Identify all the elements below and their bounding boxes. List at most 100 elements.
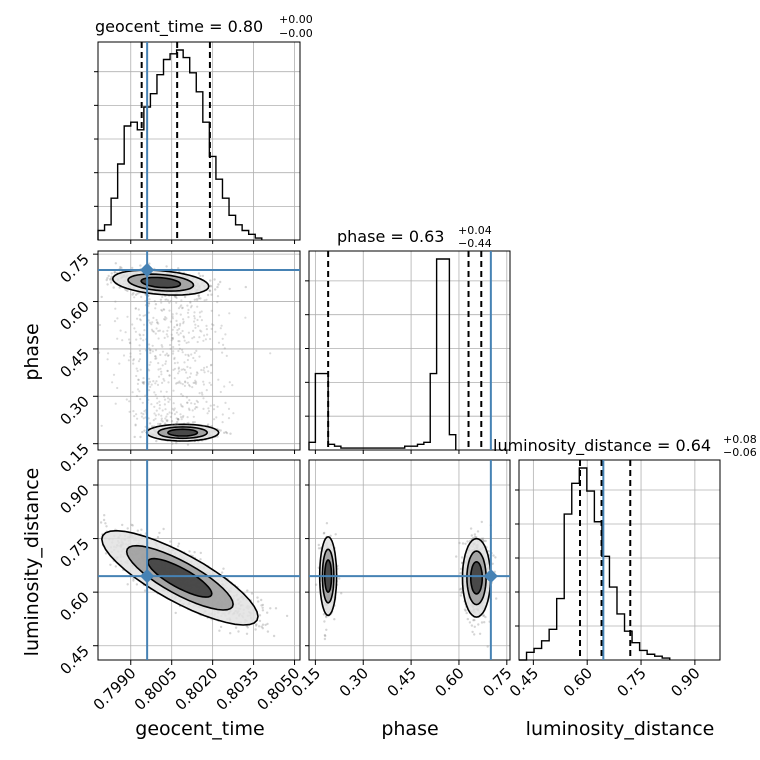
sample-point	[495, 597, 498, 600]
sample-point	[106, 283, 109, 286]
sample-point	[191, 409, 194, 412]
sample-point	[200, 368, 203, 372]
sample-point	[163, 336, 166, 339]
sample-point	[193, 336, 196, 339]
sample-point	[196, 305, 199, 308]
sample-point	[182, 414, 185, 418]
sample-point	[170, 420, 174, 423]
sample-point	[126, 289, 129, 293]
sample-point	[144, 394, 147, 397]
sample-point	[210, 309, 213, 312]
sample-point	[139, 368, 142, 371]
sample-point	[149, 361, 152, 364]
sample-point	[176, 329, 179, 332]
sample-point	[468, 621, 472, 624]
sample-point	[156, 383, 160, 386]
sample-point	[155, 357, 158, 360]
sample-point	[118, 286, 121, 289]
sample-point	[122, 354, 126, 357]
sample-point	[140, 412, 143, 415]
sample-point	[162, 377, 165, 381]
sample-point	[140, 415, 144, 418]
sample-point	[172, 402, 175, 405]
sample-point	[175, 417, 178, 420]
sample-point	[155, 318, 158, 322]
sample-point	[258, 614, 262, 617]
sample-point	[314, 583, 318, 586]
sample-point	[128, 341, 131, 344]
sample-point	[176, 323, 179, 326]
sample-point	[131, 266, 134, 270]
sample-point	[210, 383, 213, 386]
sample-point	[180, 368, 183, 371]
sample-point	[156, 402, 159, 405]
sample-point	[209, 285, 213, 288]
sample-point	[325, 615, 328, 619]
sample-point	[133, 327, 136, 330]
truth-marker-geocent_time-luminosity_distance	[140, 569, 155, 584]
sample-point	[169, 415, 172, 418]
sample-point	[120, 266, 123, 270]
sample-point	[464, 542, 467, 545]
sample-point	[154, 332, 157, 335]
sample-point	[174, 423, 177, 426]
sample-point	[210, 363, 213, 366]
sample-point	[171, 407, 174, 410]
sample-point	[260, 598, 263, 602]
sample-point	[162, 308, 165, 311]
sample-point	[214, 330, 217, 333]
sample-point	[189, 306, 193, 309]
sample-point	[210, 371, 213, 374]
sample-point	[114, 565, 118, 568]
sample-point	[178, 327, 181, 330]
sample-point	[164, 417, 167, 420]
sample-point	[171, 336, 175, 340]
sample-point	[219, 280, 222, 284]
sample-point	[116, 317, 119, 320]
sample-point	[137, 308, 140, 311]
sample-point	[113, 271, 116, 274]
sample-point	[139, 318, 142, 321]
xtick-label-luminosity_distance-3: 0.90	[667, 664, 703, 700]
sample-point	[182, 318, 185, 321]
sample-point	[476, 530, 480, 533]
sample-point	[135, 367, 138, 370]
sample-point	[203, 371, 206, 374]
sample-point	[460, 567, 463, 571]
sample-point	[153, 405, 156, 408]
sample-point	[142, 339, 145, 342]
sample-point	[175, 295, 178, 299]
sample-point	[210, 323, 214, 326]
sample-point	[232, 412, 235, 415]
sample-point	[132, 358, 135, 361]
xlabel-geocent-time: geocent_time	[135, 718, 264, 740]
sample-point	[202, 383, 205, 386]
sample-point	[197, 297, 200, 300]
sample-point	[193, 407, 197, 410]
sample-point	[181, 307, 184, 310]
sample-point	[191, 421, 195, 424]
sample-point	[133, 435, 136, 439]
sample-point	[138, 314, 141, 317]
sample-point	[182, 336, 186, 339]
sample-point	[323, 620, 326, 623]
sample-point	[261, 606, 264, 609]
sample-point	[217, 341, 221, 344]
sample-point	[261, 623, 265, 626]
sample-point	[159, 390, 163, 393]
title-phase-plus: +0.04	[458, 224, 492, 237]
sample-point	[216, 301, 219, 304]
sample-point	[125, 398, 128, 401]
sample-point	[165, 415, 168, 418]
sample-point	[173, 377, 176, 380]
sample-point	[200, 391, 203, 394]
sample-point	[202, 407, 205, 410]
sample-point	[199, 558, 202, 561]
sample-point	[164, 298, 167, 301]
sample-point	[203, 366, 206, 369]
sample-point	[334, 533, 337, 536]
sample-point	[167, 299, 170, 302]
sample-point	[205, 389, 208, 392]
sample-point	[148, 422, 152, 425]
sample-point	[257, 600, 260, 603]
